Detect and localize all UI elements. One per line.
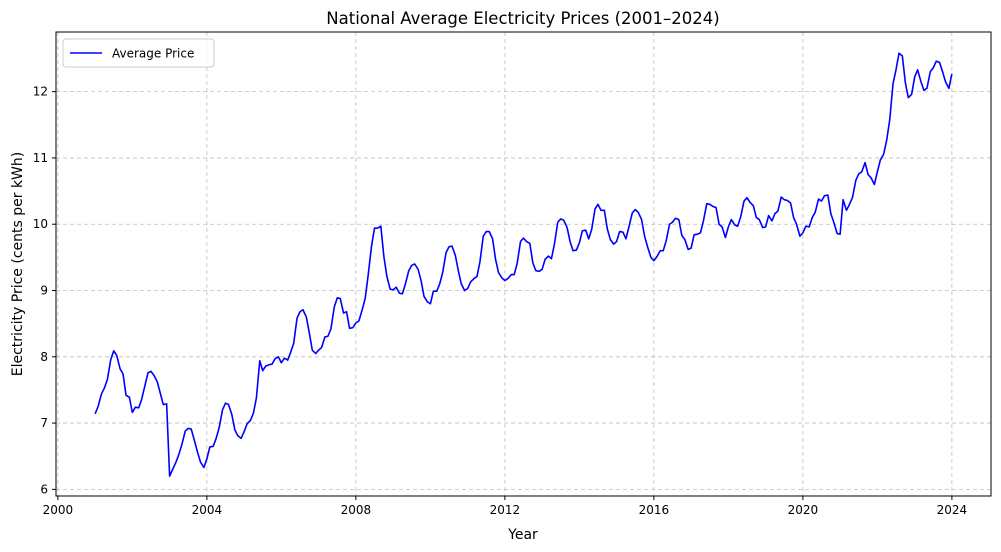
y-tick-label: 7 <box>40 416 48 430</box>
axis-ticks: 2000 2004 2008 2012 2016 2020 2024 6 7 8 9 10 11 12 <box>33 85 967 517</box>
series-line-average-price <box>94 52 953 477</box>
y-tick-label: 10 <box>33 217 48 231</box>
y-tick-label: 6 <box>40 482 48 496</box>
x-tick-label: 2020 <box>788 503 819 517</box>
legend: Average Price <box>62 38 215 68</box>
data-series <box>94 52 953 477</box>
chart-title: National Average Electricity Prices (200… <box>326 9 719 28</box>
legend-label: Average Price <box>112 47 194 61</box>
y-axis-label: Electricity Price (cents per kWh) <box>10 152 26 376</box>
x-tick-label: 2004 <box>192 503 223 517</box>
x-tick-label: 2000 <box>43 503 74 517</box>
y-tick-label: 12 <box>33 85 48 99</box>
y-tick-label: 11 <box>33 151 48 165</box>
y-tick-label: 8 <box>40 350 48 364</box>
x-tick-label: 2016 <box>639 503 670 517</box>
x-axis-label: Year <box>507 527 538 543</box>
plot-area-frame <box>55 31 992 497</box>
x-tick-label: 2012 <box>490 503 521 517</box>
x-tick-label: 2024 <box>937 503 968 517</box>
y-tick-label: 9 <box>40 284 48 298</box>
x-tick-label: 2008 <box>341 503 372 517</box>
legend-box <box>62 38 215 68</box>
